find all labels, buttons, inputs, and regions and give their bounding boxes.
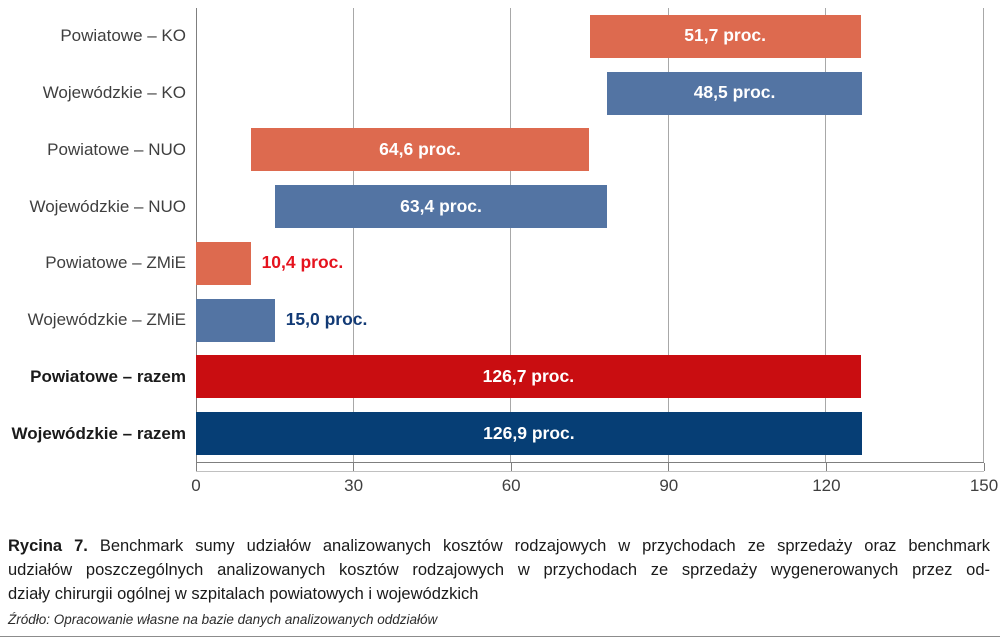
bar-segment: 63,4 proc.: [274, 185, 608, 229]
axis-tick: [983, 463, 985, 471]
bar-value-label: 10,4 proc.: [261, 252, 344, 273]
tick-label: 150: [969, 476, 999, 495]
category-label: Powiatowe – NUO: [47, 139, 186, 159]
x-axis-tick-labels: 0 30 60 90 120 150: [191, 476, 998, 498]
axis-tick: [668, 463, 670, 471]
category-label: Wojewódzkie – razem: [11, 423, 186, 443]
bar-value-label: 48,5 proc.: [693, 82, 776, 103]
category-label: Powiatowe – ZMiE: [45, 253, 186, 273]
bar-value-label: 64,6 proc.: [379, 138, 461, 159]
cost-share-benchmark-chart: Powiatowe – KO Wojewódzkie – KO Powiatowe …: [0, 8, 998, 498]
axis-tick: [195, 463, 197, 471]
bar-row: 48,5 proc.: [196, 65, 983, 122]
category-label: Wojewódzkie – KO: [42, 83, 186, 103]
category-label: Powiatowe – razem: [30, 366, 186, 386]
bar-row: 15,0 proc.: [196, 292, 983, 349]
caption-text-1: Benchmark sumy udziałów analizowanych ko…: [99, 537, 990, 555]
tick-label: 90: [659, 476, 679, 495]
axis-tick: [353, 463, 355, 471]
gridline-150: [982, 8, 984, 462]
axis-tick: [825, 463, 827, 471]
tick-label: 0: [191, 476, 201, 495]
bar-segment: 126,7 proc.: [196, 355, 861, 399]
bar-value-label: 126,9 proc.: [483, 422, 575, 443]
source-note: Źródło: Opracowanie własne na bazie dany…: [8, 612, 438, 627]
bar-value-label: 51,7 proc.: [684, 25, 766, 46]
tick-label: 60: [501, 476, 521, 495]
bar-row: 10,4 proc.: [196, 235, 983, 292]
gridline-60: [510, 8, 512, 462]
gridline-120: [825, 8, 827, 462]
category-label: Powiatowe – KO: [60, 26, 186, 46]
gridline-90: [667, 8, 669, 462]
bar-value-label: 126,7 proc.: [482, 365, 575, 386]
bar-row: 51,7 proc.: [196, 8, 983, 65]
caption-line-3: działy chirurgii ogólnej w szpitalach po…: [8, 585, 479, 603]
axis-tick: [510, 463, 512, 471]
bar-value-label: 15,0 proc.: [285, 309, 368, 330]
category-label: Wojewódzkie – ZMiE: [27, 310, 186, 330]
category-labels: Powiatowe – KO Wojewódzkie – KO Powiatowe …: [0, 8, 186, 462]
category-label: Wojewódzkie – NUO: [29, 196, 186, 216]
bar-row: 126,9 proc.: [196, 405, 983, 462]
figure-number: Rycina 7.: [8, 537, 88, 555]
bar-row: 126,7 proc.: [196, 349, 983, 406]
bar-segment: 48,5 proc.: [607, 71, 862, 115]
y-axis-line: [195, 8, 197, 462]
bottom-divider: [0, 636, 1000, 637]
bar-segment: 64,6 proc.: [250, 128, 590, 172]
x-axis: [195, 462, 985, 472]
plot-area: 51,7 proc. 48,5 proc. 64,6 proc. 63,4 proc.…: [195, 8, 984, 462]
caption-line-2: udziałów poszczególnych analizowanych ko…: [8, 561, 990, 579]
tick-label: 30: [344, 476, 364, 495]
bar-row: 64,6 proc.: [196, 122, 983, 179]
figure-caption: Rycina 7. Benchmark sumy udziałów analiz…: [8, 534, 990, 606]
bar-segment: [196, 298, 275, 342]
gridline-30: [352, 8, 354, 462]
bar-segment: 51,7 proc.: [589, 14, 861, 58]
bar-segment: [196, 241, 251, 285]
bar-rows: 51,7 proc. 48,5 proc. 64,6 proc. 63,4 proc.…: [196, 8, 983, 462]
bar-segment: 126,9 proc.: [196, 412, 862, 456]
bar-row: 63,4 proc.: [196, 178, 983, 235]
bar-value-label: 63,4 proc.: [400, 195, 482, 216]
tick-label: 120: [812, 476, 841, 495]
caption-line-1: Rycina 7. Benchmark sumy udziałów analiz…: [8, 534, 990, 558]
